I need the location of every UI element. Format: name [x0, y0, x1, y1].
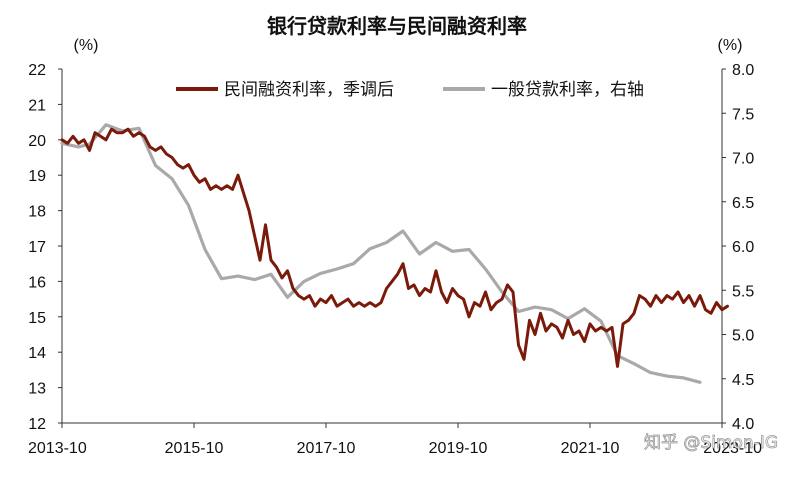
right-tick-label: 6.5 [732, 195, 754, 212]
series-line-private-lending-rate [60, 127, 729, 368]
right-tick-label: 5.0 [732, 328, 754, 345]
legend-label-private-lending-rate: 民间融资利率，季调后 [224, 80, 394, 100]
right-tick-label: 4.5 [732, 372, 754, 389]
right-tick-label: 4.0 [732, 416, 754, 433]
left-tick-label: 20 [28, 133, 46, 150]
right-tick-label: 6.0 [732, 239, 754, 256]
legend-label-general-loan-rate: 一般贷款利率，右轴 [491, 80, 644, 100]
left-tick-label: 18 [28, 204, 46, 221]
x-tick-label: 2019-10 [429, 440, 488, 457]
left-axis-unit: (%) [74, 37, 99, 54]
x-tick-label: 2021-10 [561, 440, 620, 457]
x-tick-label: 2013-10 [28, 440, 87, 457]
left-tick-label: 14 [28, 345, 46, 362]
right-tick-label: 8.0 [732, 62, 754, 79]
chart-title: 银行贷款利率与民间融资利率 [267, 14, 527, 38]
x-tick-label: 2017-10 [297, 440, 356, 457]
series-line-general-loan-rate [60, 123, 702, 384]
left-tick-label: 15 [28, 310, 46, 327]
x-tick-label: 2023-10 [703, 440, 762, 457]
left-tick-label: 19 [28, 168, 46, 185]
watermark-text: 知乎 @Simon-IG [644, 433, 778, 453]
left-tick-label: 22 [28, 62, 46, 79]
right-tick-label: 7.5 [732, 106, 754, 123]
legend: 民间融资利率，季调后 一般贷款利率，右轴 [176, 80, 644, 100]
left-tick-label: 12 [28, 416, 46, 433]
left-tick-label: 21 [28, 97, 46, 114]
right-tick-label: 5.5 [732, 283, 754, 300]
right-tick-label: 7.0 [732, 151, 754, 168]
series-group [60, 123, 729, 384]
right-axis-unit: (%) [718, 37, 743, 54]
left-tick-label: 17 [28, 239, 46, 256]
x-tick-label: 2015-10 [165, 440, 224, 457]
left-tick-label: 13 [28, 381, 46, 398]
axes: 12 13 14 15 16 17 18 19 20 21 22 4.0 4.5 5.0 5.5 6.0 6.5… [28, 62, 762, 457]
left-tick-label: 16 [28, 274, 46, 291]
